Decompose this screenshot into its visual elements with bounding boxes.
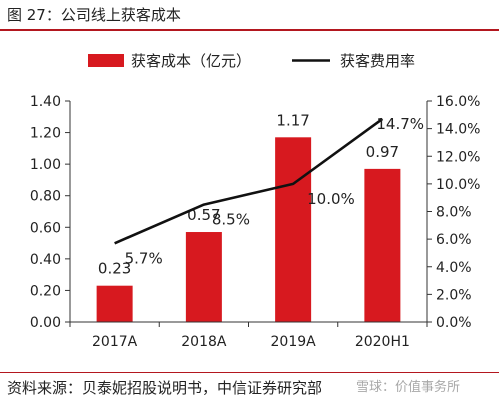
- bar-value-label: 0.23: [98, 260, 131, 278]
- right-axis: 0.0% 2.0% 4.0% 6.0% 8.0% 10.0% 12.0% 14.0% 16.0%: [426, 94, 480, 331]
- bar: [364, 168, 401, 322]
- bar-value-label: 1.17: [276, 111, 309, 129]
- line-value-label: 8.5%: [212, 211, 250, 229]
- bar: [185, 232, 222, 322]
- combo-chart: 获客成本（亿元） 获客费用率 0.00 0.20 0.40 0.60 0.80 1.00 1…: [30, 52, 481, 350]
- source-divider: [0, 372, 499, 373]
- left-tick-label: 0.40: [30, 252, 61, 268]
- bar-value-label: 0.57: [187, 206, 220, 224]
- left-tick-label: 1.00: [30, 157, 61, 173]
- bar: [96, 285, 133, 322]
- x-tick-label: 2020H1: [355, 334, 410, 350]
- source-note: 资料来源：贝泰妮招股说明书，中信证券研究部: [7, 379, 323, 397]
- right-tick-label: 10.0%: [436, 177, 480, 193]
- bar-value-label: 0.97: [366, 143, 399, 161]
- line-value-label: 14.7%: [376, 115, 424, 133]
- watermark: 雪球：价值事务所: [356, 380, 461, 395]
- x-axis: 2017A 2018A 2019A 2020H1: [69, 321, 428, 350]
- x-tick-label: 2017A: [92, 334, 138, 350]
- right-tick-label: 6.0%: [436, 232, 472, 248]
- legend-label-line: 获客费用率: [340, 52, 415, 70]
- right-tick-label: 12.0%: [436, 149, 480, 165]
- line-value-label: 5.7%: [125, 249, 163, 267]
- line-value-label: 10.0%: [307, 190, 355, 208]
- left-tick-label: 0.20: [30, 283, 61, 299]
- bar: [275, 137, 312, 322]
- x-tick-label: 2018A: [181, 334, 227, 350]
- left-tick-label: 0.60: [30, 220, 61, 236]
- left-axis: 0.00 0.20 0.40 0.60 0.80 1.00 1.20 1.40: [30, 94, 71, 331]
- title-divider: [0, 29, 499, 31]
- right-tick-label: 14.0%: [436, 122, 480, 138]
- legend-label-bar: 获客成本（亿元）: [131, 52, 251, 70]
- right-tick-label: 0.0%: [436, 315, 472, 331]
- right-tick-label: 2.0%: [436, 287, 472, 303]
- line-series: 5.7% 8.5% 10.0% 14.7%: [114, 115, 424, 267]
- right-tick-label: 16.0%: [436, 94, 480, 110]
- left-tick-label: 1.40: [30, 94, 61, 110]
- left-tick-label: 1.20: [30, 126, 61, 142]
- line-path: [114, 117, 384, 245]
- legend-swatch-bar: [88, 54, 124, 67]
- left-tick-label: 0.00: [30, 315, 61, 331]
- right-tick-label: 8.0%: [436, 205, 472, 221]
- bar-series: 0.23 0.57 1.17 0.97: [96, 111, 401, 322]
- left-tick-label: 0.80: [30, 189, 61, 205]
- right-tick-label: 4.0%: [436, 260, 472, 276]
- legend: 获客成本（亿元） 获客费用率: [88, 52, 415, 70]
- x-tick-label: 2019A: [271, 334, 317, 350]
- figure-title: 图 27：公司线上获客成本: [7, 6, 181, 24]
